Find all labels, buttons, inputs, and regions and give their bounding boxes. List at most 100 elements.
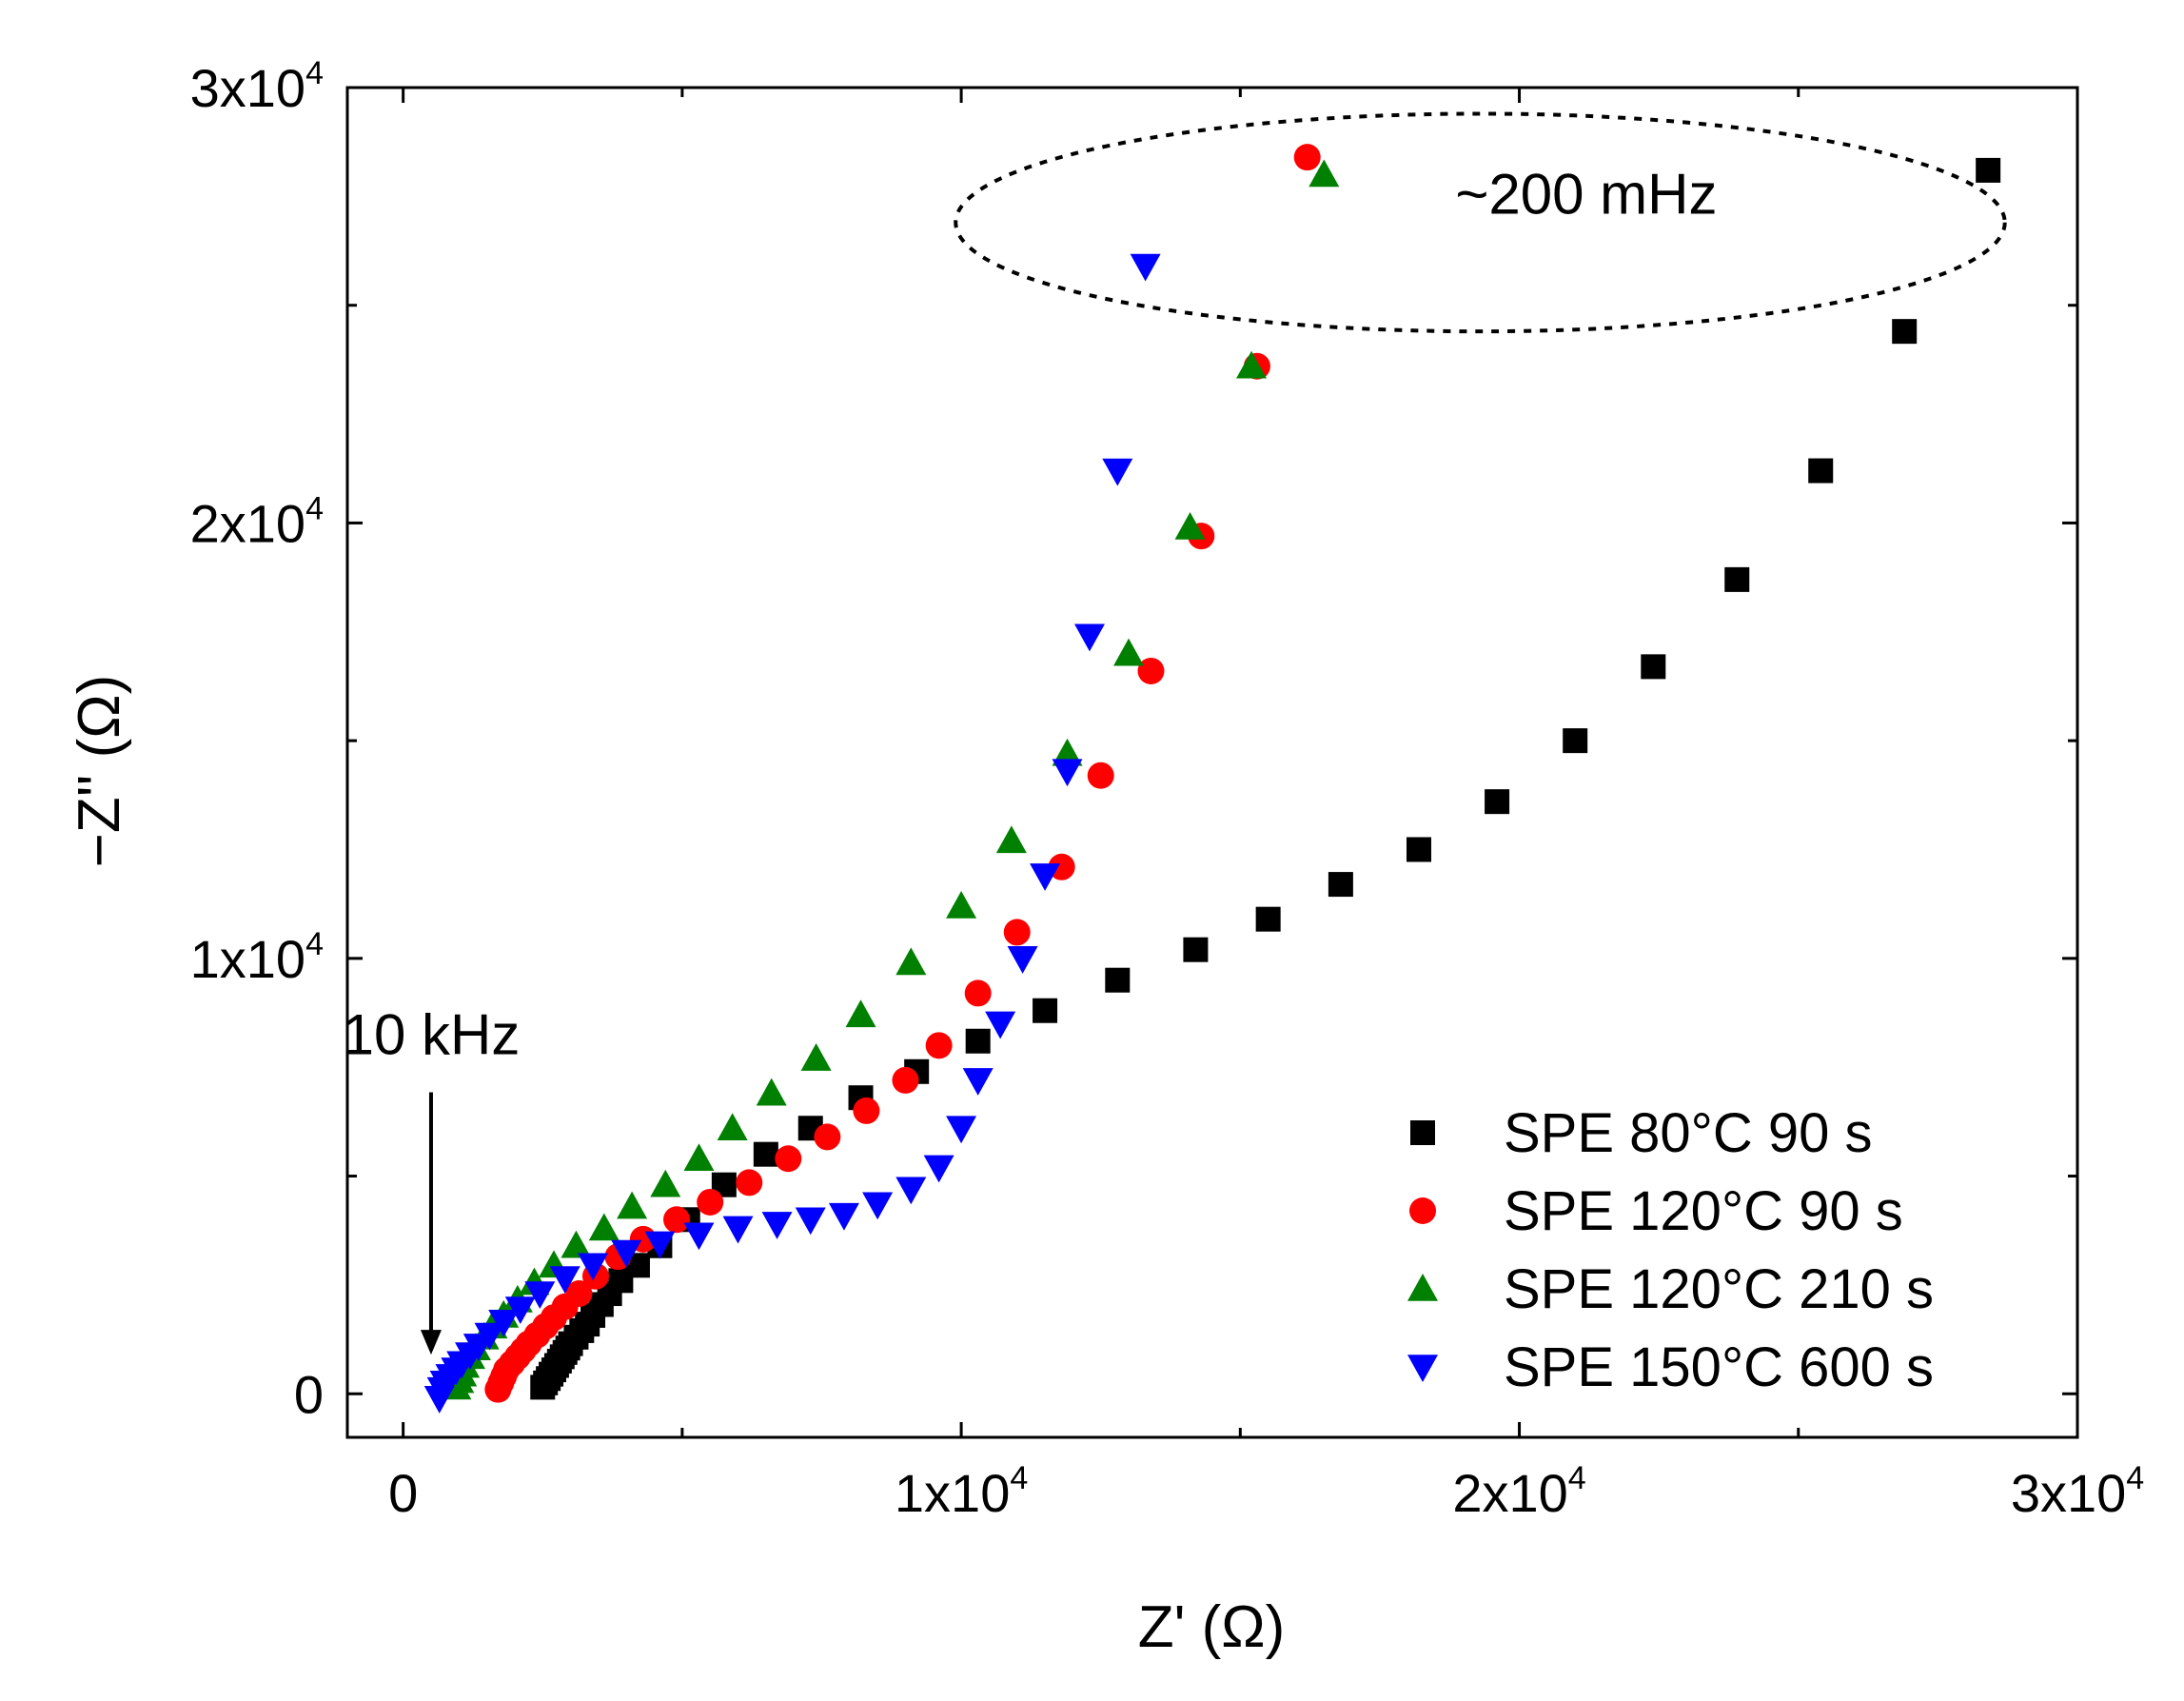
y-tick-label: 0: [294, 1364, 324, 1424]
legend-label-2: SPE 120°C 210 s: [1504, 1258, 1934, 1320]
data-point: [985, 1011, 1016, 1039]
legend-label-0: SPE 80°C 90 s: [1504, 1102, 1873, 1164]
data-point: [814, 1123, 841, 1151]
data-point: [1007, 946, 1038, 974]
legend-label-3: SPE 150°C 600 s: [1504, 1336, 1934, 1398]
data-point: [1087, 761, 1114, 789]
data-point: [946, 1116, 977, 1144]
data-point: [753, 1141, 778, 1167]
data-point: [697, 1188, 724, 1216]
data-point: [1976, 157, 2001, 183]
data-point: [1236, 350, 1268, 379]
legend-marker-1: [1409, 1197, 1436, 1224]
ellipse-annotation: [954, 111, 2007, 334]
data-point: [892, 1066, 919, 1094]
axes: 0 1x104 2x104 3x104 0 1x104 2x104 3x104: [190, 55, 2145, 1523]
data-point: [1485, 789, 1510, 815]
data-point: [964, 979, 992, 1007]
legend-marker-0: [1410, 1120, 1435, 1145]
series-2: [441, 159, 1340, 1400]
series-1: [484, 144, 1321, 1403]
x-axis-title: Z' (Ω): [1138, 1594, 1286, 1660]
y-axis-title: −Z'' (Ω): [67, 675, 132, 868]
data-point: [853, 1097, 880, 1124]
data-point: [1183, 937, 1209, 962]
data-point: [1073, 623, 1105, 652]
y-tick-label: 2x104: [190, 490, 324, 553]
data-point: [895, 947, 927, 976]
data-point: [845, 999, 876, 1028]
data-point: [1308, 159, 1340, 188]
data-point: [1137, 657, 1165, 684]
data-point: [549, 1266, 580, 1295]
data-point: [925, 1032, 953, 1059]
data-point: [1641, 654, 1666, 680]
data-point: [800, 1043, 832, 1071]
data-point: [736, 1169, 763, 1197]
y-tick-label: 1x104: [190, 926, 324, 989]
data-point: [588, 1213, 620, 1241]
data-point: [1293, 144, 1321, 171]
data-point: [862, 1192, 894, 1220]
data-point: [683, 1143, 715, 1172]
data-point: [1048, 853, 1075, 880]
data-point: [1052, 759, 1083, 787]
data-point: [1406, 837, 1431, 862]
data-point: [1724, 566, 1750, 592]
data-point: [1808, 458, 1834, 484]
data-point: [565, 1280, 593, 1308]
x-tick-label: 3x104: [2011, 1460, 2144, 1523]
y-tick-label: 3x104: [190, 55, 324, 118]
data-point: [1174, 511, 1206, 540]
data-point: [1113, 638, 1145, 666]
data-point: [795, 1207, 826, 1236]
data-point: [756, 1078, 787, 1106]
data-point: [524, 1281, 556, 1310]
data-point: [962, 1068, 994, 1096]
data-point: [1105, 967, 1131, 993]
data-point: [1328, 872, 1353, 898]
data-point: [1892, 319, 1918, 345]
data-point: [611, 1239, 642, 1268]
data-point: [617, 1191, 648, 1219]
data-point: [717, 1113, 748, 1141]
data-point: [488, 1309, 520, 1337]
data-point: [923, 1155, 954, 1183]
data-point: [761, 1212, 793, 1239]
data-point: [775, 1145, 802, 1173]
data-point: [995, 825, 1027, 854]
legend: SPE 80°C 90 s SPE 120°C 90 s SPE 120°C 210…: [1407, 1102, 1934, 1398]
annotations: 10 kHz ~200 mHz: [343, 111, 2007, 1355]
x-tick-label: 2x104: [1452, 1460, 1585, 1523]
data-point: [1563, 728, 1588, 754]
data-point: [644, 1231, 676, 1259]
data-point: [1102, 458, 1133, 486]
legend-label-1: SPE 120°C 90 s: [1504, 1180, 1903, 1242]
data-point: [650, 1169, 681, 1197]
data-point: [1255, 906, 1281, 932]
data-point: [965, 1028, 991, 1054]
data-point: [663, 1206, 691, 1234]
data-point: [1033, 998, 1058, 1023]
x-tick-label: 0: [388, 1463, 418, 1523]
legend-marker-3: [1407, 1355, 1438, 1382]
series-3: [423, 253, 1161, 1414]
data-point: [578, 1253, 609, 1281]
data-point: [1003, 919, 1031, 946]
data-point: [1030, 863, 1061, 891]
legend-marker-2: [1407, 1274, 1438, 1301]
data-point: [1130, 253, 1161, 282]
annotation-label-200mhz: ~200 mHz: [1455, 163, 1717, 227]
data-point: [828, 1202, 859, 1231]
plot-frame: [345, 86, 2079, 1439]
data-point: [683, 1222, 715, 1251]
data-point: [722, 1216, 754, 1244]
data-point: [561, 1230, 592, 1258]
x-tick-label: 1x104: [895, 1460, 1028, 1523]
data-point: [504, 1296, 536, 1325]
data-point: [946, 890, 977, 919]
annotation-arrow-head: [420, 1330, 442, 1355]
data-point: [895, 1177, 927, 1205]
data-points: [423, 144, 2001, 1414]
